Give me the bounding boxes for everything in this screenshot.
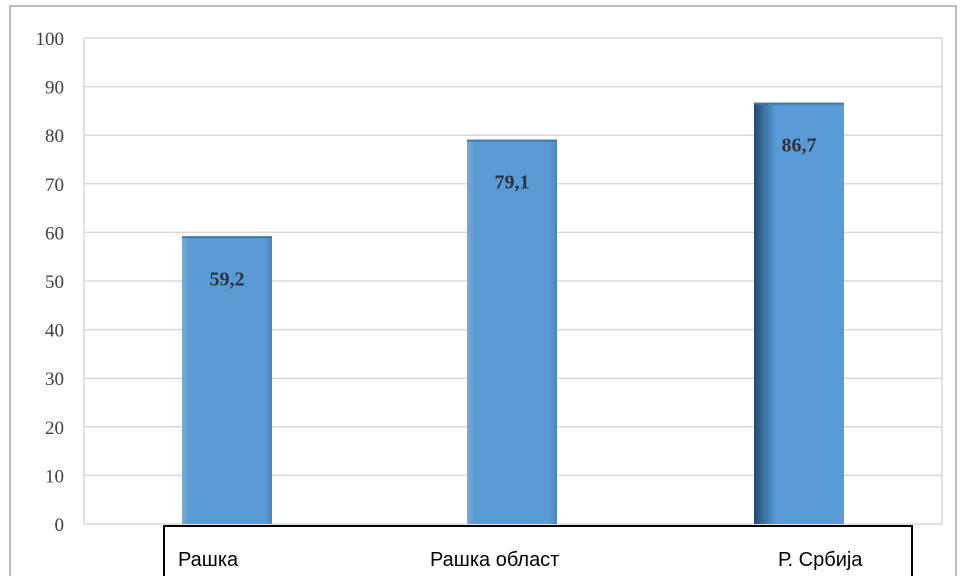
- y-tick-label: 70: [45, 175, 64, 196]
- x-category-label: Рашка област: [430, 549, 559, 571]
- x-category-label: Рашка: [178, 549, 239, 571]
- bar: [754, 102, 844, 524]
- data-label: 86,7: [782, 135, 817, 157]
- y-tick-label: 10: [45, 466, 64, 487]
- y-tick-label: 40: [45, 321, 64, 342]
- data-label: 59,2: [210, 268, 245, 290]
- y-tick-label: 90: [45, 78, 64, 99]
- y-tick-label: 50: [45, 272, 64, 293]
- bars: [182, 102, 844, 524]
- y-tick-label: 60: [45, 223, 64, 244]
- data-labels: 59,2 79,1 86,7: [210, 135, 817, 291]
- y-tick-label: 80: [45, 126, 64, 147]
- data-label: 79,1: [495, 172, 530, 194]
- y-axis-ticks: 0 10 20 30 40 50 60 70 80 90 100: [36, 29, 65, 536]
- y-tick-label: 20: [45, 418, 64, 439]
- x-category-label: Р. Србија: [778, 549, 863, 571]
- category-label-box: [163, 525, 913, 579]
- bar: [467, 139, 557, 524]
- y-tick-label: 100: [36, 29, 65, 50]
- x-axis-categories: Рашка Рашка област Р. Србија: [178, 549, 863, 571]
- y-tick-label: 30: [45, 369, 64, 390]
- bar: [182, 236, 272, 524]
- y-tick-label: 0: [55, 515, 65, 536]
